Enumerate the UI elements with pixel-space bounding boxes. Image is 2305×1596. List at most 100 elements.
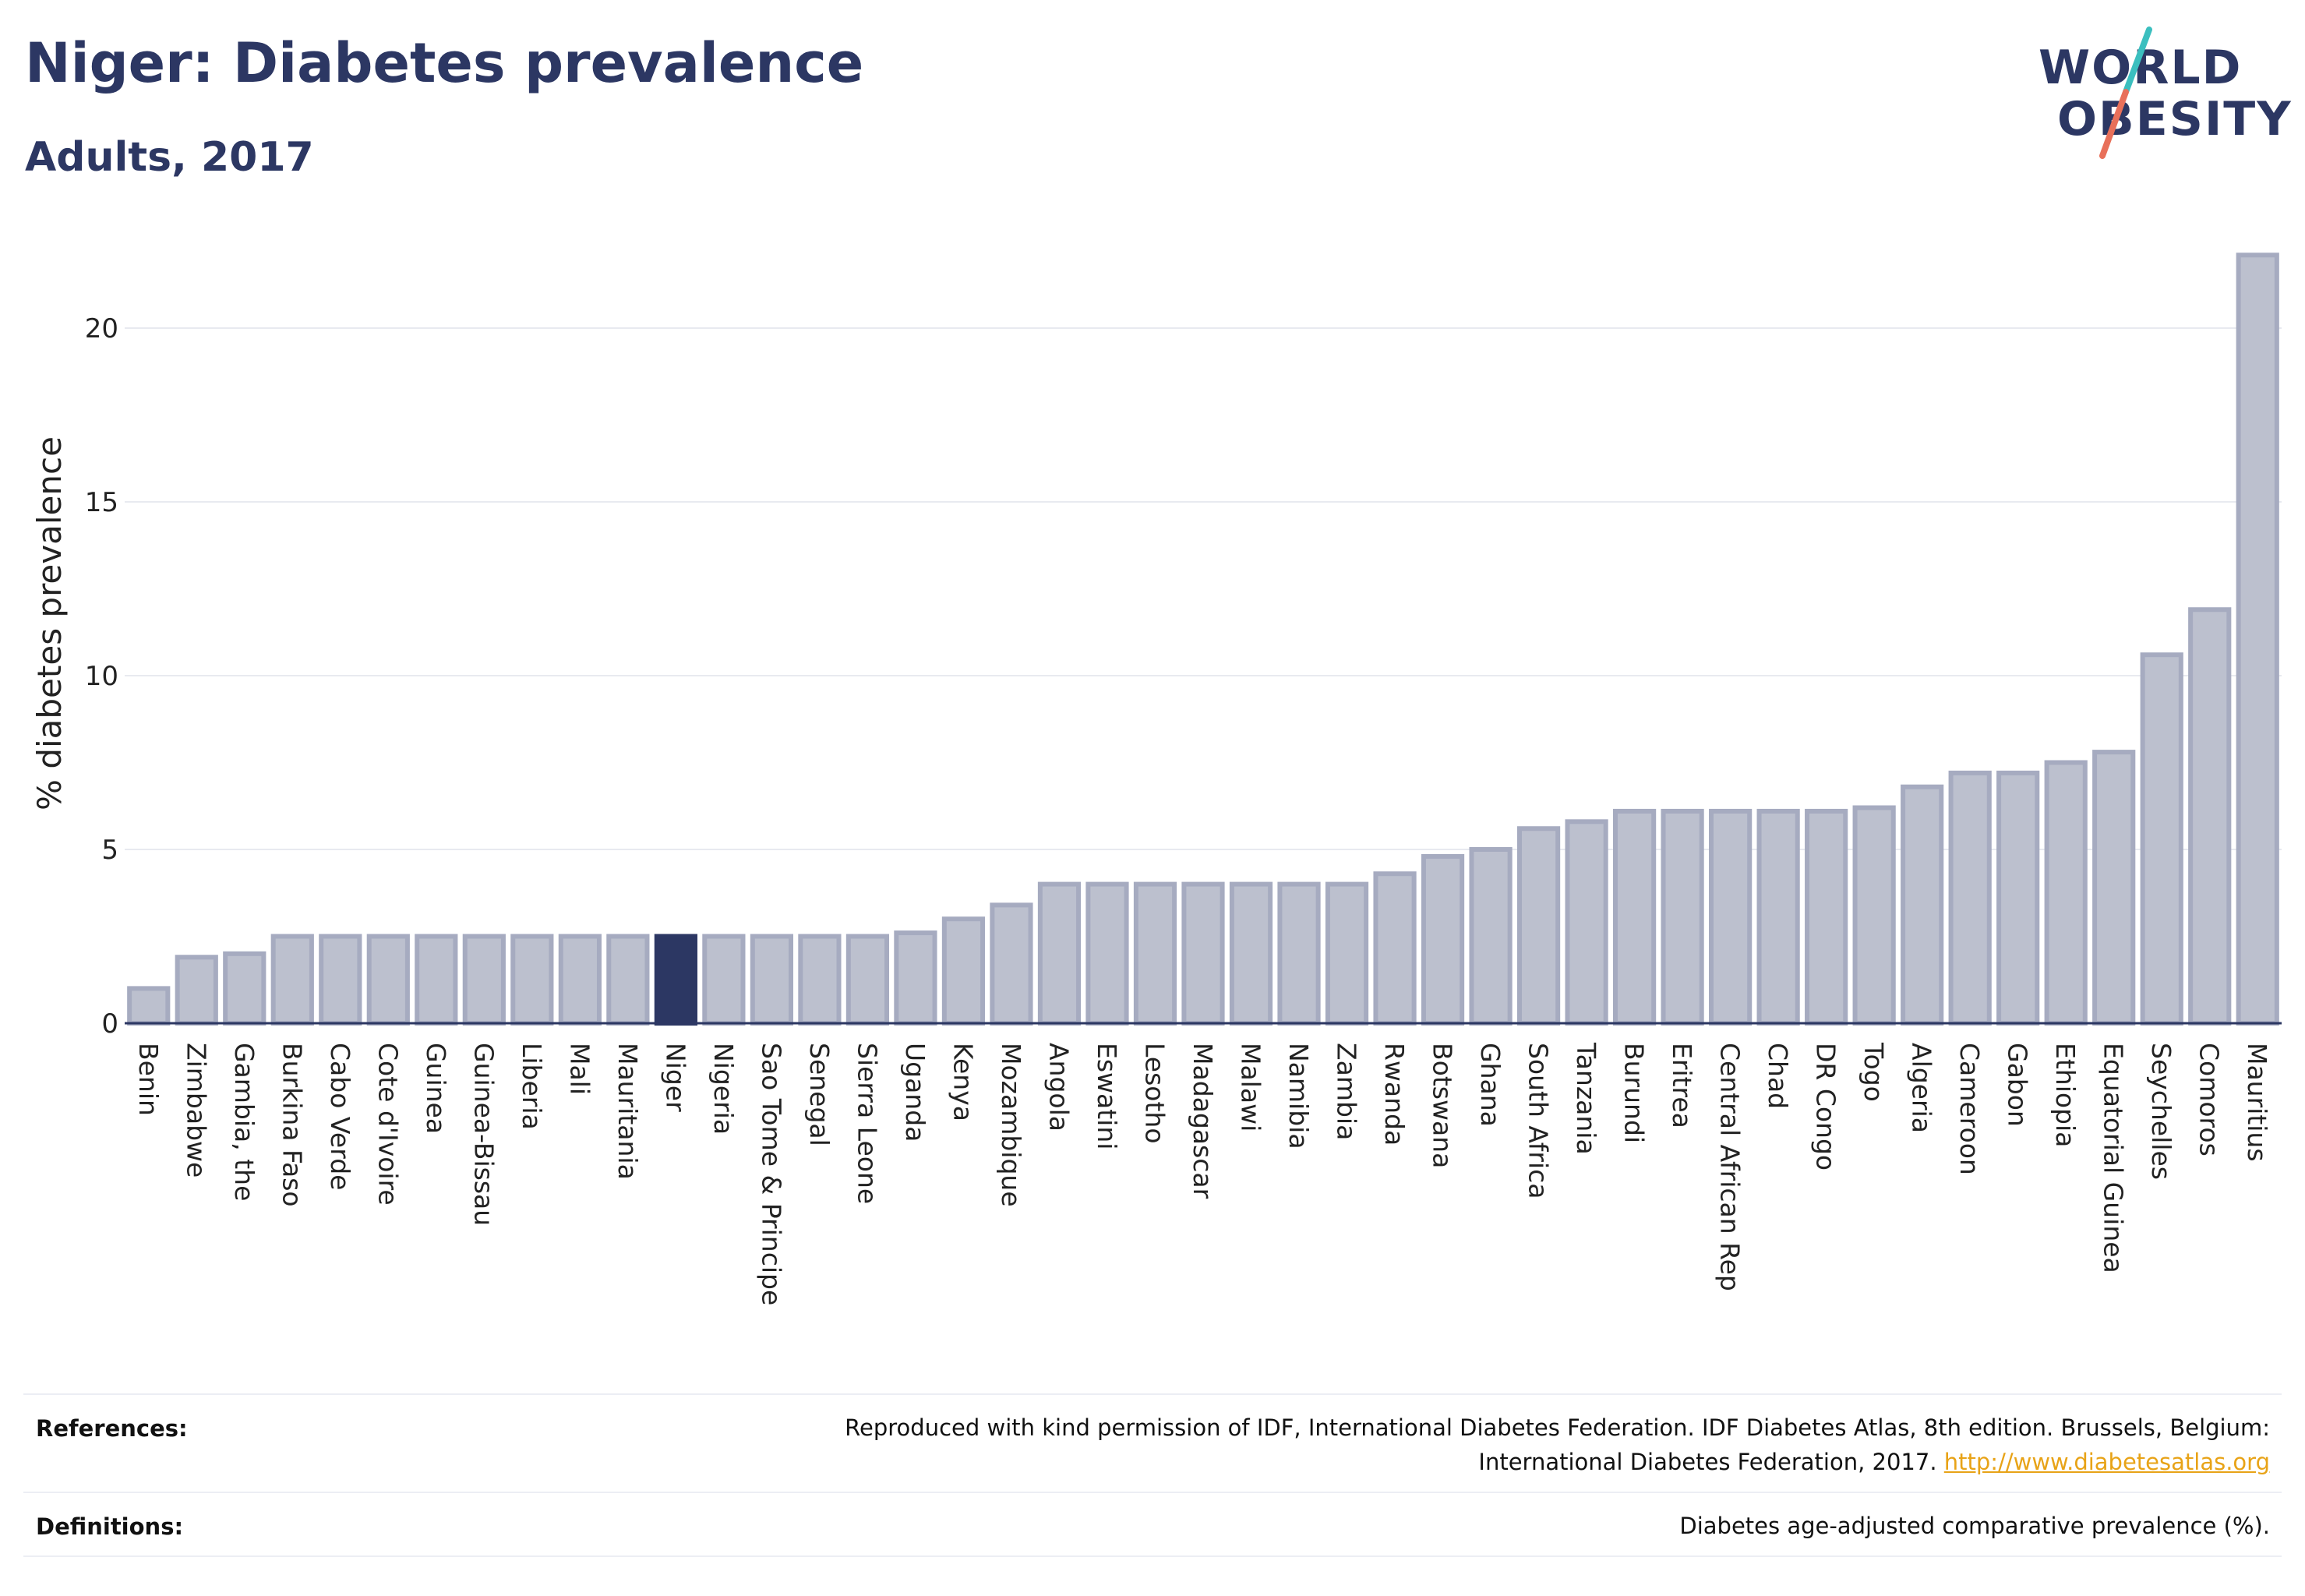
bar-ghana (1469, 846, 1513, 1026)
bar-madagascar (1181, 881, 1225, 1026)
x-tick-label: Niger (660, 1043, 690, 1112)
x-tick-label: Uganda (900, 1043, 930, 1142)
bar-mauritius (2236, 252, 2279, 1026)
bar-kenya (941, 916, 986, 1026)
x-tick-label: Sierra Leone (852, 1043, 882, 1204)
x-tick-label: Rwanda (1379, 1043, 1410, 1146)
references-line-2-text: International Diabetes Federation, 2017. (1478, 1449, 1937, 1475)
references-line-1: Reproduced with kind permission of IDF, … (845, 1414, 2270, 1441)
y-tick-label: 10 (85, 661, 118, 692)
x-tick-label: Senegal (804, 1043, 835, 1146)
x-tick-label: Lesotho (1139, 1043, 1170, 1144)
bar-guinea (415, 934, 458, 1026)
x-tick-label: Benin (133, 1043, 164, 1116)
bar-uganda (894, 930, 937, 1026)
x-tick-label: Sao Tome & Principe (756, 1043, 786, 1305)
x-tick-label: Nigeria (708, 1043, 739, 1135)
x-tick-label: South Africa (1523, 1043, 1554, 1199)
bar-mauritania (606, 934, 650, 1026)
x-tick-label: Eswatini (1092, 1043, 1122, 1149)
bar-cabo-verde (319, 934, 362, 1026)
references-label: References: (36, 1415, 188, 1442)
x-tick-label: Malawi (1236, 1043, 1266, 1132)
references-line-2: International Diabetes Federation, 2017.… (556, 1445, 2270, 1479)
bar-central-african-rep (1709, 808, 1753, 1026)
x-tick-label: Mali (564, 1043, 595, 1095)
x-tick-label: Burkina Faso (277, 1043, 307, 1207)
x-tick-label: Gambia, the (229, 1043, 259, 1201)
page-subtitle: Adults, 2017 (25, 134, 314, 181)
y-tick-label: 20 (85, 313, 118, 344)
bar-tanzania (1565, 819, 1608, 1026)
x-tick-label: Botswana (1428, 1043, 1458, 1168)
x-tick-label: Eritrea (1667, 1043, 1697, 1128)
x-tick-label: Mauritius (2242, 1043, 2272, 1162)
x-tick-label: Seychelles (2146, 1043, 2176, 1180)
footer-divider-top (23, 1393, 2282, 1395)
bar-equatorial-guinea (2092, 750, 2136, 1026)
x-tick-label: Namibia (1283, 1043, 1314, 1149)
x-tick-label: Algeria (1907, 1043, 1937, 1133)
x-tick-label: Chad (1763, 1043, 1793, 1109)
y-axis-label: % diabetes prevalence (30, 436, 69, 810)
bar-eritrea (1661, 808, 1704, 1026)
bar-sierra-leone (845, 934, 890, 1026)
bar-rwanda (1373, 871, 1417, 1026)
x-tick-label: Central African Rep (1715, 1043, 1746, 1291)
x-tick-label: Kenya (948, 1043, 978, 1121)
bar-cote-d-ivoire (366, 934, 410, 1026)
x-tick-label: Comoros (2194, 1043, 2225, 1156)
x-tick-label: Ethiopia (2050, 1043, 2081, 1147)
bar-gambia-the (223, 951, 267, 1026)
bar-burundi (1612, 808, 1657, 1026)
x-tick-label: Guinea (421, 1043, 451, 1134)
y-tick-labels: 0 5 10 15 20 (85, 313, 118, 1040)
bar-liberia (510, 934, 554, 1026)
bar-dr-congo (1805, 808, 1848, 1026)
x-tick-label: Madagascar (1188, 1043, 1218, 1199)
diabetes-atlas-link[interactable]: http://www.diabetesatlas.org (1943, 1449, 2270, 1475)
bar-nigeria (702, 934, 746, 1026)
x-tick-label: Cote d'Ivoire (372, 1043, 403, 1206)
y-tick-label: 0 (101, 1008, 118, 1040)
definitions-text: Diabetes age-adjusted comparative preval… (1679, 1513, 2270, 1539)
x-tick-label: Cameroon (1954, 1043, 1985, 1175)
x-tick-label: Burundi (1619, 1043, 1650, 1143)
page-title: Niger: Diabetes prevalence (25, 31, 864, 95)
bar-south-africa (1516, 826, 1561, 1026)
bar-niger (654, 934, 697, 1026)
bar-zambia (1325, 881, 1369, 1026)
x-tick-label: Tanzania (1571, 1042, 1601, 1155)
bar-malawi (1229, 881, 1273, 1026)
bar-burkina-faso (270, 934, 314, 1026)
bar-senegal (798, 934, 842, 1026)
x-tick-label: Ghana (1475, 1043, 1505, 1127)
bar-zimbabwe (175, 955, 218, 1026)
x-tick-label: DR Congo (1811, 1043, 1841, 1171)
bar-eswatini (1085, 881, 1129, 1026)
bar-comoros (2188, 607, 2232, 1026)
x-tick-label: Equatorial Guinea (2099, 1043, 2129, 1273)
bar-lesotho (1133, 881, 1177, 1026)
x-tick-label: Zimbabwe (181, 1043, 211, 1178)
bars (127, 252, 2279, 1026)
bar-botswana (1421, 853, 1465, 1026)
bar-ethiopia (2044, 760, 2088, 1026)
footer-divider-middle (23, 1492, 2282, 1493)
x-tick-label: Guinea-Bissau (468, 1043, 499, 1226)
bar-mozambique (990, 902, 1033, 1026)
bar-gabon (1996, 770, 2040, 1026)
x-tick-label: Togo (1858, 1042, 1889, 1102)
bar-mali (558, 934, 602, 1026)
x-tick-label: Liberia (517, 1043, 547, 1130)
logo-line-2: OBESITY (2057, 92, 2293, 147)
bar-benin (127, 986, 171, 1026)
footer-divider-bottom (23, 1555, 2282, 1557)
bar-namibia (1277, 881, 1321, 1026)
bar-cameroon (1948, 770, 1992, 1026)
x-tick-label: Angola (1043, 1043, 1074, 1132)
bar-seychelles (2140, 652, 2183, 1026)
x-tick-label: Mozambique (996, 1043, 1026, 1207)
references-text: Reproduced with kind permission of IDF, … (556, 1411, 2270, 1479)
definitions-label: Definitions: (36, 1513, 184, 1540)
